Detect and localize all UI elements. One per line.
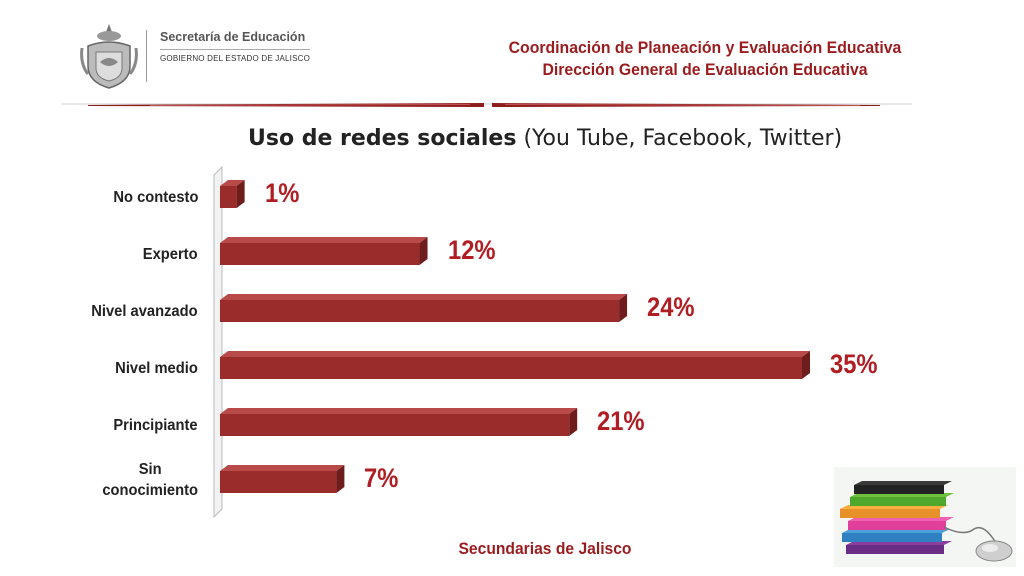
category-label: Sin conocimiento: [102, 461, 198, 499]
header-line-2: Dirección General de Evaluación Educativ…: [542, 60, 868, 79]
bar-nivel-avanzado: [220, 294, 628, 322]
value-label: 12%: [447, 235, 496, 265]
header-titles: Coordinación de Planeación y Evaluación …: [375, 37, 1024, 81]
header-rule: [62, 103, 912, 107]
value-label: 21%: [597, 406, 645, 436]
logo-area: Secretaría de Educación GOBIERNO DEL EST…: [78, 18, 318, 96]
bar-sin-conocimiento: [220, 465, 345, 493]
category-label: Principiante: [113, 417, 198, 434]
chart-title-bold: Uso de redes sociales: [248, 126, 517, 151]
category-label: Nivel medio: [115, 360, 198, 377]
bar-experto: [220, 237, 428, 265]
bar-no-contesto: [220, 180, 245, 208]
chart-axis: [213, 165, 223, 519]
header-line-1: Coordinación de Planeación y Evaluación …: [508, 38, 902, 57]
value-label: 1%: [264, 178, 299, 208]
logo-divider: [146, 30, 147, 82]
chart-title: Uso de redes sociales (You Tube, Faceboo…: [248, 126, 842, 151]
org-name: Secretaría de Educación: [160, 30, 306, 44]
org-subtitle: GOBIERNO DEL ESTADO DE JALISCO: [160, 54, 311, 63]
books-and-mouse-icon: [834, 467, 1016, 567]
bar-nivel-medio: [220, 351, 810, 379]
category-label: Nivel avanzado: [91, 303, 198, 320]
bar-principiante: [220, 408, 578, 436]
org-rule: [160, 49, 310, 50]
jalisco-coat-of-arms-icon: [80, 24, 138, 89]
value-label: 7%: [364, 463, 399, 493]
chart-title-rest: (You Tube, Facebook, Twitter): [516, 126, 843, 151]
value-label: 35%: [830, 349, 878, 379]
footer-label: Secundarias de Jalisco: [458, 539, 632, 558]
category-label: Experto: [143, 246, 198, 263]
value-label: 24%: [647, 292, 695, 322]
category-label: No contesto: [112, 189, 198, 206]
